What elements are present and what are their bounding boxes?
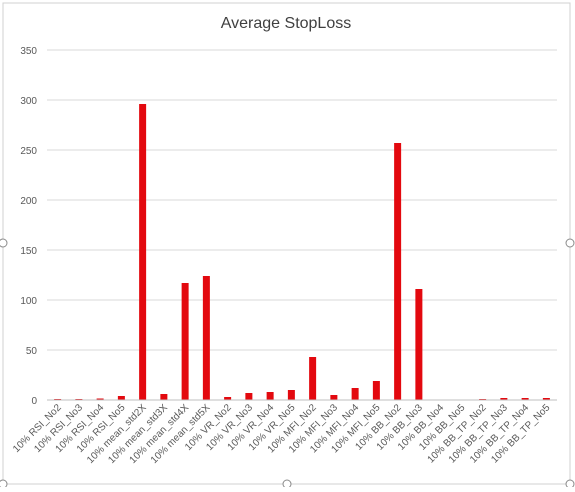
bar <box>202 276 210 400</box>
bar <box>266 392 274 400</box>
bar <box>309 357 317 400</box>
resize-handle-bottom-right[interactable] <box>565 479 575 489</box>
y-tick-label: 50 <box>26 346 38 357</box>
resize-handle-bottom-left[interactable] <box>0 479 8 489</box>
bar <box>139 104 147 400</box>
bar <box>245 393 253 400</box>
y-tick-label: 150 <box>20 246 37 257</box>
bars <box>54 104 550 400</box>
bar <box>500 398 508 400</box>
bar <box>394 143 402 400</box>
bar <box>181 283 189 400</box>
bar <box>521 398 529 400</box>
bar <box>372 381 380 400</box>
resize-handle-right[interactable] <box>565 238 575 248</box>
bar <box>330 395 338 400</box>
chart-border <box>2 2 571 485</box>
bar <box>415 289 423 400</box>
bar <box>160 394 168 400</box>
bar <box>351 388 359 400</box>
resize-handle-bottom[interactable] <box>282 479 292 489</box>
gridlines <box>47 49 557 351</box>
selection-handles[interactable] <box>0 238 575 489</box>
bar <box>117 396 125 400</box>
bar <box>287 390 295 400</box>
y-tick-label: 300 <box>20 96 37 107</box>
bar <box>542 398 550 400</box>
y-tick-label: 200 <box>20 196 37 207</box>
y-tick-label: 0 <box>31 396 37 407</box>
y-axis: 0 50 100 150 200 250 300 350 <box>20 46 37 407</box>
chart-title: Average StopLoss <box>221 15 351 32</box>
y-tick-label: 250 <box>20 146 37 157</box>
y-tick-label: 350 <box>20 46 37 57</box>
bar <box>224 397 232 400</box>
y-tick-label: 100 <box>20 296 37 307</box>
resize-handle-left[interactable] <box>0 238 8 248</box>
bar <box>96 398 104 400</box>
